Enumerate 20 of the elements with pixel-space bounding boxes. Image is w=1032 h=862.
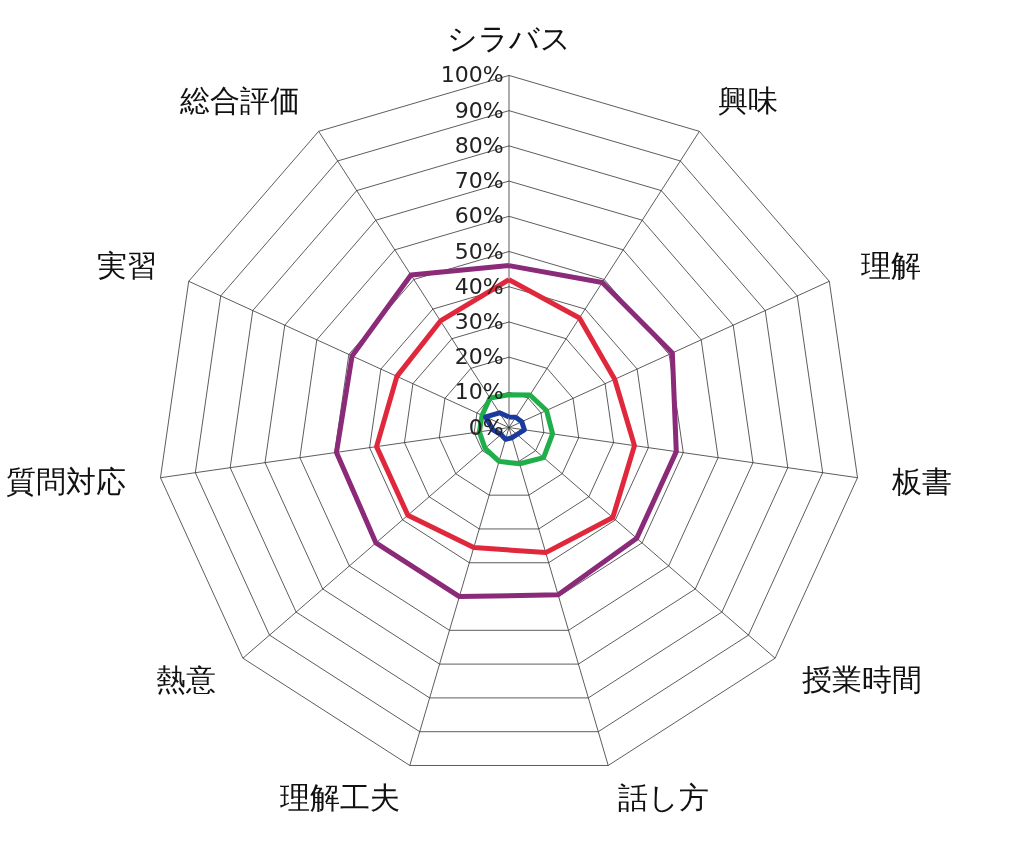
- y-tick-label: 90%: [454, 97, 504, 123]
- y-tick-label: 20%: [454, 344, 504, 370]
- spoke-label: 板書: [891, 463, 953, 499]
- y-tick-label: 80%: [454, 132, 504, 158]
- spoke-label: 授業時間: [801, 662, 922, 698]
- y-tick-label: 100%: [440, 62, 504, 88]
- spoke-label: 質問対応: [5, 463, 126, 499]
- spoke-label: 理解工夫: [279, 780, 400, 816]
- spoke-label: 話し方: [618, 780, 710, 816]
- y-tick-label: 70%: [454, 168, 504, 194]
- spoke-label: 実習: [96, 247, 157, 283]
- y-tick-label: 30%: [454, 308, 504, 334]
- spoke-label: シラバス: [447, 21, 571, 57]
- spoke-label: 興味: [718, 82, 779, 118]
- spoke-label: 理解: [861, 247, 922, 283]
- y-tick-label: 60%: [454, 203, 504, 229]
- spoke-label: 総合評価: [178, 82, 300, 118]
- y-tick-label: 50%: [454, 238, 504, 264]
- spoke-label: 熱意: [156, 662, 217, 698]
- y-tick-label: 10%: [454, 379, 504, 405]
